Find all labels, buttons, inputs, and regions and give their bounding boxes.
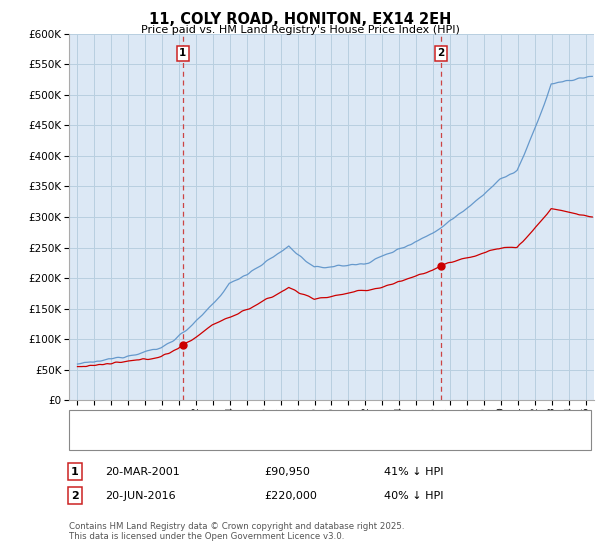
Text: 20-JUN-2016: 20-JUN-2016 [105, 491, 176, 501]
Text: £90,950: £90,950 [264, 466, 310, 477]
Text: £220,000: £220,000 [264, 491, 317, 501]
Text: HPI: Average price, detached house, East Devon: HPI: Average price, detached house, East… [119, 433, 371, 442]
Text: 1: 1 [71, 466, 79, 477]
Text: 11, COLY ROAD, HONITON, EX14 2EH: 11, COLY ROAD, HONITON, EX14 2EH [149, 12, 451, 27]
Text: 1: 1 [179, 48, 187, 58]
Text: 41% ↓ HPI: 41% ↓ HPI [384, 466, 443, 477]
Text: 40% ↓ HPI: 40% ↓ HPI [384, 491, 443, 501]
Text: Contains HM Land Registry data © Crown copyright and database right 2025.
This d: Contains HM Land Registry data © Crown c… [69, 522, 404, 542]
Text: 2: 2 [437, 48, 445, 58]
Text: 2: 2 [71, 491, 79, 501]
Text: 11, COLY ROAD, HONITON, EX14 2EH (detached house): 11, COLY ROAD, HONITON, EX14 2EH (detach… [119, 415, 407, 424]
Text: 20-MAR-2001: 20-MAR-2001 [105, 466, 180, 477]
Text: Price paid vs. HM Land Registry's House Price Index (HPI): Price paid vs. HM Land Registry's House … [140, 25, 460, 35]
